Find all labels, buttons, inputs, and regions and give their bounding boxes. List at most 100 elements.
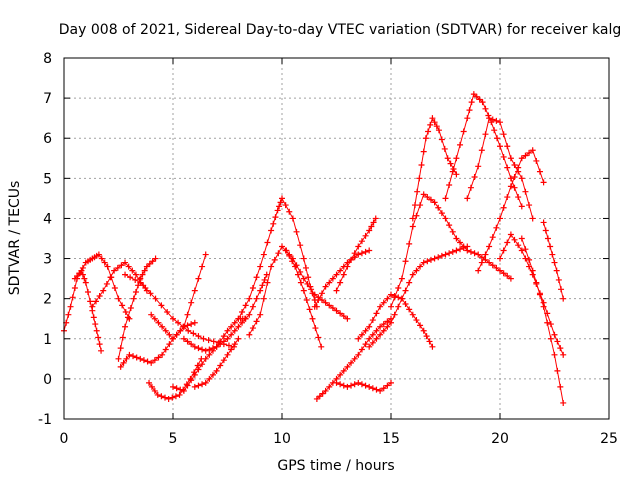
data-point <box>464 247 471 254</box>
series-arc-4 <box>115 255 159 362</box>
data-point <box>95 251 102 258</box>
data-point-interp <box>460 243 467 250</box>
data-point-interp <box>536 168 543 175</box>
data-point-interp <box>96 292 103 299</box>
series-trace <box>148 358 202 400</box>
data-point-interp <box>169 394 176 401</box>
series-trace <box>336 382 392 392</box>
data-point <box>115 295 122 302</box>
data-point-interp <box>286 208 293 215</box>
series-trace <box>390 193 512 307</box>
data-point-interp <box>316 393 323 400</box>
data-point <box>497 143 503 150</box>
data-point-interp <box>337 310 344 317</box>
data-point <box>191 371 198 378</box>
data-point-interp <box>195 275 202 282</box>
data-point-interp <box>119 302 126 309</box>
data-point-interp <box>384 295 391 302</box>
data-point-interp <box>101 259 108 266</box>
data-point-interp <box>427 121 434 128</box>
data-point-interp <box>358 346 365 353</box>
data-point <box>246 295 253 302</box>
data-point-interp <box>362 232 369 239</box>
data-point-interp <box>511 184 518 191</box>
data-point-interp <box>253 274 260 281</box>
data-point-interp <box>129 267 136 274</box>
y-tick-label: 6 <box>43 131 52 147</box>
data-point-interp <box>103 280 110 287</box>
data-point <box>224 327 231 334</box>
data-point <box>497 119 503 126</box>
data-point <box>300 287 307 294</box>
data-point <box>398 295 405 302</box>
data-point-interp <box>466 107 473 114</box>
data-point-interp <box>275 250 282 257</box>
data-point-interp <box>417 263 424 270</box>
data-point <box>551 351 558 358</box>
data-point-interp <box>71 284 78 291</box>
data-point <box>191 383 198 390</box>
data-point-interp <box>199 361 206 368</box>
y-tick-label: 2 <box>43 292 52 308</box>
data-point-interp <box>435 254 442 261</box>
series-trace <box>237 197 318 319</box>
data-point-interp <box>414 188 421 195</box>
data-point-interp <box>504 272 511 279</box>
data-point-interp <box>433 123 440 130</box>
series-trace <box>150 254 207 340</box>
data-point-interp <box>231 341 238 348</box>
data-point-interp <box>294 271 301 278</box>
data-point <box>152 255 159 262</box>
data-point-interp <box>369 331 376 338</box>
data-point <box>165 395 172 402</box>
data-point-interp <box>206 346 213 353</box>
data-point <box>170 335 176 342</box>
data-point <box>529 267 536 274</box>
series-arc-22 <box>409 115 460 222</box>
data-point-interp <box>231 327 238 334</box>
data-point <box>333 379 340 386</box>
data-point <box>497 215 503 222</box>
data-point-interp <box>337 371 344 378</box>
data-point-interp <box>369 339 376 346</box>
data-point <box>453 247 460 254</box>
data-point <box>333 287 340 294</box>
data-point-interp <box>413 267 420 274</box>
data-point-interp <box>228 331 235 338</box>
data-point <box>377 387 384 394</box>
data-point-interp <box>326 279 333 286</box>
data-point-interp <box>362 248 369 255</box>
data-point-interp <box>427 196 434 203</box>
data-point-interp <box>542 227 549 234</box>
data-point <box>429 343 436 350</box>
data-point-interp <box>380 299 387 306</box>
data-point-interp <box>217 341 224 348</box>
data-point-interp <box>467 248 474 255</box>
data-point <box>486 259 493 266</box>
data-point-interp <box>554 367 561 374</box>
data-point-interp <box>217 362 224 369</box>
x-tick-label: 10 <box>273 431 291 447</box>
data-point-interp <box>420 148 427 155</box>
data-point <box>148 311 155 318</box>
data-point-interp <box>162 327 169 334</box>
data-point-interp <box>551 259 558 266</box>
data-point <box>507 275 514 282</box>
data-point <box>322 283 329 290</box>
data-point <box>279 243 285 250</box>
data-point <box>200 335 207 342</box>
data-point-interp <box>380 321 387 328</box>
data-point-interp <box>249 303 256 310</box>
y-tick-label: 5 <box>43 171 52 187</box>
data-point-interp <box>449 228 456 235</box>
data-point <box>377 303 384 310</box>
data-point-interp <box>522 255 529 262</box>
data-point <box>289 215 296 222</box>
data-point-interp <box>158 302 165 309</box>
data-point-interp <box>489 234 496 241</box>
series-arc-21 <box>388 191 514 310</box>
data-point-interp <box>220 338 227 345</box>
data-point-interp <box>478 147 485 154</box>
data-point-interp <box>384 323 391 330</box>
